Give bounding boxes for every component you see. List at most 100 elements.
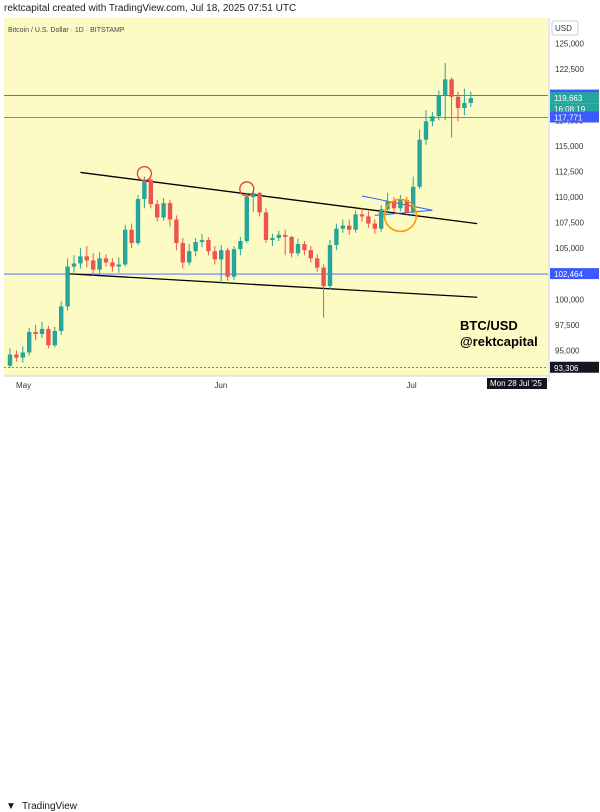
candle-body[interactable] [436, 95, 441, 117]
chart-title: Bitcoin / U.S. Dollar · 1D · BITSTAMP [8, 27, 125, 34]
candle-body[interactable] [46, 328, 51, 346]
plot-area[interactable] [4, 18, 548, 376]
x-tick-label: Jun [214, 381, 227, 390]
x-tick-label: Jul [406, 381, 416, 390]
candle-body[interactable] [372, 223, 377, 229]
candle-body[interactable] [257, 192, 262, 213]
candle-body[interactable] [123, 229, 128, 265]
candle-body[interactable] [33, 332, 38, 335]
annotation-author: @rektcapital [460, 334, 538, 349]
candle-body[interactable] [193, 242, 198, 252]
candle-body[interactable] [65, 266, 70, 307]
candle-body[interactable] [417, 139, 422, 187]
candle-body[interactable] [155, 204, 160, 218]
candle-body[interactable] [161, 203, 166, 218]
candle-body[interactable] [353, 214, 358, 230]
candle-body[interactable] [167, 203, 173, 220]
candle-body[interactable] [199, 239, 205, 243]
candle-body[interactable] [404, 200, 409, 213]
candle-body[interactable] [449, 79, 454, 97]
y-tick-label: 122,500 [555, 65, 584, 74]
price-label: 102,464 [554, 270, 583, 279]
currency-label: USD [555, 24, 572, 33]
candle-body[interactable] [321, 267, 326, 286]
x-tick-label: May [16, 381, 31, 390]
candle-body[interactable] [212, 251, 217, 260]
candle-body[interactable] [283, 234, 288, 237]
candle-body[interactable] [27, 332, 32, 353]
candle-body[interactable] [423, 121, 429, 140]
y-tick-label: 112,500 [555, 167, 584, 176]
candle-body[interactable] [14, 354, 19, 358]
y-tick-label: 97,500 [555, 321, 580, 330]
candle-body[interactable] [78, 256, 83, 264]
candle-body[interactable] [148, 179, 153, 205]
price-label: 119,663 [554, 94, 583, 103]
countdown-label-bg [550, 103, 599, 115]
candle-body[interactable] [468, 98, 473, 103]
candle-body[interactable] [315, 258, 320, 268]
candle-body[interactable] [174, 219, 179, 244]
candle-body[interactable] [238, 240, 243, 250]
candle-body[interactable] [7, 354, 13, 366]
candle-body[interactable] [347, 225, 352, 230]
currency-badge[interactable] [551, 20, 579, 36]
candle-body[interactable] [270, 237, 275, 240]
candle-body[interactable] [91, 260, 96, 270]
candle-body[interactable] [180, 243, 185, 263]
crosshair-date-bg [487, 378, 547, 389]
candle-body[interactable] [302, 244, 307, 251]
tradingview-brand: TradingView [22, 801, 78, 812]
candle-body[interactable] [366, 216, 371, 224]
candle-body[interactable] [334, 228, 339, 246]
breakout-circle-marker [383, 198, 418, 233]
candle-body[interactable] [84, 256, 89, 261]
candle-body[interactable] [391, 201, 397, 209]
candle-body[interactable] [39, 328, 45, 335]
candle-body[interactable] [244, 197, 249, 241]
candle-body[interactable] [187, 251, 192, 263]
candle-body[interactable] [206, 239, 211, 252]
candle-body[interactable] [116, 264, 121, 267]
candle-body[interactable] [129, 229, 134, 244]
candle-body[interactable] [52, 330, 57, 346]
candle-body[interactable] [263, 212, 269, 240]
candle-body[interactable] [289, 236, 294, 254]
candle-body[interactable] [20, 352, 25, 358]
candle-body[interactable] [142, 179, 147, 200]
candle-body[interactable] [359, 214, 365, 217]
y-tick-label: 115,000 [555, 142, 584, 151]
candle-body[interactable] [462, 102, 467, 109]
header-text: rektcapital created with TradingView.com… [4, 3, 297, 14]
candle-body[interactable] [231, 249, 237, 277]
candle-body[interactable] [110, 262, 115, 267]
candle-body[interactable] [276, 234, 281, 238]
candle-body[interactable] [327, 245, 333, 286]
y-tick-label: 95,000 [555, 346, 580, 355]
countdown-label: 16:08:19 [554, 105, 586, 114]
price-label-bg [550, 361, 599, 373]
candle-body[interactable] [251, 192, 256, 197]
candle-body[interactable] [430, 116, 435, 122]
candle-body[interactable] [455, 96, 461, 109]
candle-body[interactable] [225, 250, 230, 277]
candle-body[interactable] [219, 250, 224, 260]
candlestick-chart[interactable]: Bitcoin / U.S. Dollar · 1D · BITSTAMP USD… [0, 0, 600, 417]
pennant-shape [361, 195, 433, 216]
candle-body[interactable] [103, 258, 109, 263]
candle-body[interactable] [135, 199, 141, 244]
candle-body[interactable] [308, 250, 313, 259]
candle-body[interactable] [59, 306, 64, 331]
price-axis[interactable] [549, 18, 600, 382]
header-bar: rektcapital created with TradingView.com… [0, 0, 600, 18]
candle-body[interactable] [379, 209, 384, 229]
candle-body[interactable] [340, 225, 345, 229]
candle-body[interactable] [411, 186, 416, 213]
candle-body[interactable] [398, 200, 403, 209]
candle-body[interactable] [295, 244, 301, 254]
time-axis[interactable] [4, 376, 548, 398]
candle-body[interactable] [97, 258, 102, 270]
candle-body[interactable] [443, 79, 448, 96]
candle-body[interactable] [71, 263, 77, 267]
